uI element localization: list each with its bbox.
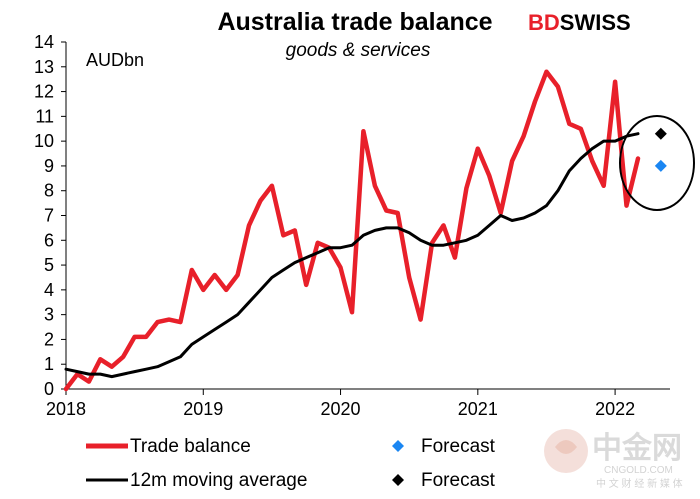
y-tick-label: 14 [34, 32, 54, 52]
trade-balance-line [63, 69, 641, 392]
y-tick-label: 11 [35, 106, 54, 126]
watermark-domain: CNGOLD.COM [604, 465, 673, 476]
y-tick-label: 6 [44, 230, 54, 250]
watermark-logo-mark [555, 440, 577, 454]
y-tick-label: 12 [34, 82, 54, 102]
legend: Trade balance Forecast 12m moving averag… [86, 436, 496, 491]
axes [65, 42, 670, 390]
legend-label-trade-balance: Trade balance [130, 436, 251, 457]
y-tick-label: 13 [34, 57, 54, 77]
chart-subtitle: goods & services [286, 40, 431, 61]
x-tick-label: 2021 [458, 399, 498, 419]
forecast-marker-trade-balance [654, 159, 667, 172]
brand-logo: BDSWISS [528, 10, 631, 35]
y-tick-label: 4 [44, 280, 54, 300]
x-tick-label: 2019 [183, 399, 223, 419]
highlight-ellipse [619, 115, 695, 211]
legend-label-moving-average: 12m moving average [130, 470, 307, 491]
brand-logo-prefix: BD [528, 10, 560, 35]
y-tick-label: 1 [44, 354, 54, 374]
y-tick-label: 9 [44, 156, 54, 176]
legend-label-forecast-blue: Forecast [421, 436, 496, 457]
y-tick-label: 5 [44, 255, 54, 275]
x-tick-label: 2022 [595, 399, 635, 419]
series-layer [63, 69, 641, 392]
y-tick-label: 3 [44, 305, 54, 325]
y-tick-label: 10 [34, 131, 54, 151]
watermark-main: 中金网 [592, 431, 682, 465]
x-tick-label: 2020 [321, 399, 361, 419]
y-unit-label: AUDbn [86, 50, 144, 70]
y-tick-label: 7 [44, 206, 54, 226]
y-tick-label: 2 [44, 329, 54, 349]
chart-title: Australia trade balance [217, 8, 492, 36]
y-tick-label: 0 [44, 379, 54, 399]
brand-logo-suffix: SWISS [560, 10, 631, 35]
forecast-layer [654, 127, 667, 172]
watermark: 中金网 CNGOLD.COM 中 文 财 经 新 媒 体 [544, 429, 683, 490]
moving-average-line [64, 132, 640, 379]
watermark-tagline: 中 文 财 经 新 媒 体 [596, 477, 683, 490]
forecast-marker-moving-average [654, 127, 667, 140]
x-axis-ticks: 2018 2019 2020 2021 2022 [46, 389, 635, 419]
legend-label-forecast-black: Forecast [421, 470, 496, 491]
legend-swatch-forecast-black [392, 474, 404, 486]
x-tick-label: 2018 [46, 399, 86, 419]
legend-swatch-forecast-blue [392, 440, 404, 452]
y-tick-label: 8 [44, 181, 54, 201]
